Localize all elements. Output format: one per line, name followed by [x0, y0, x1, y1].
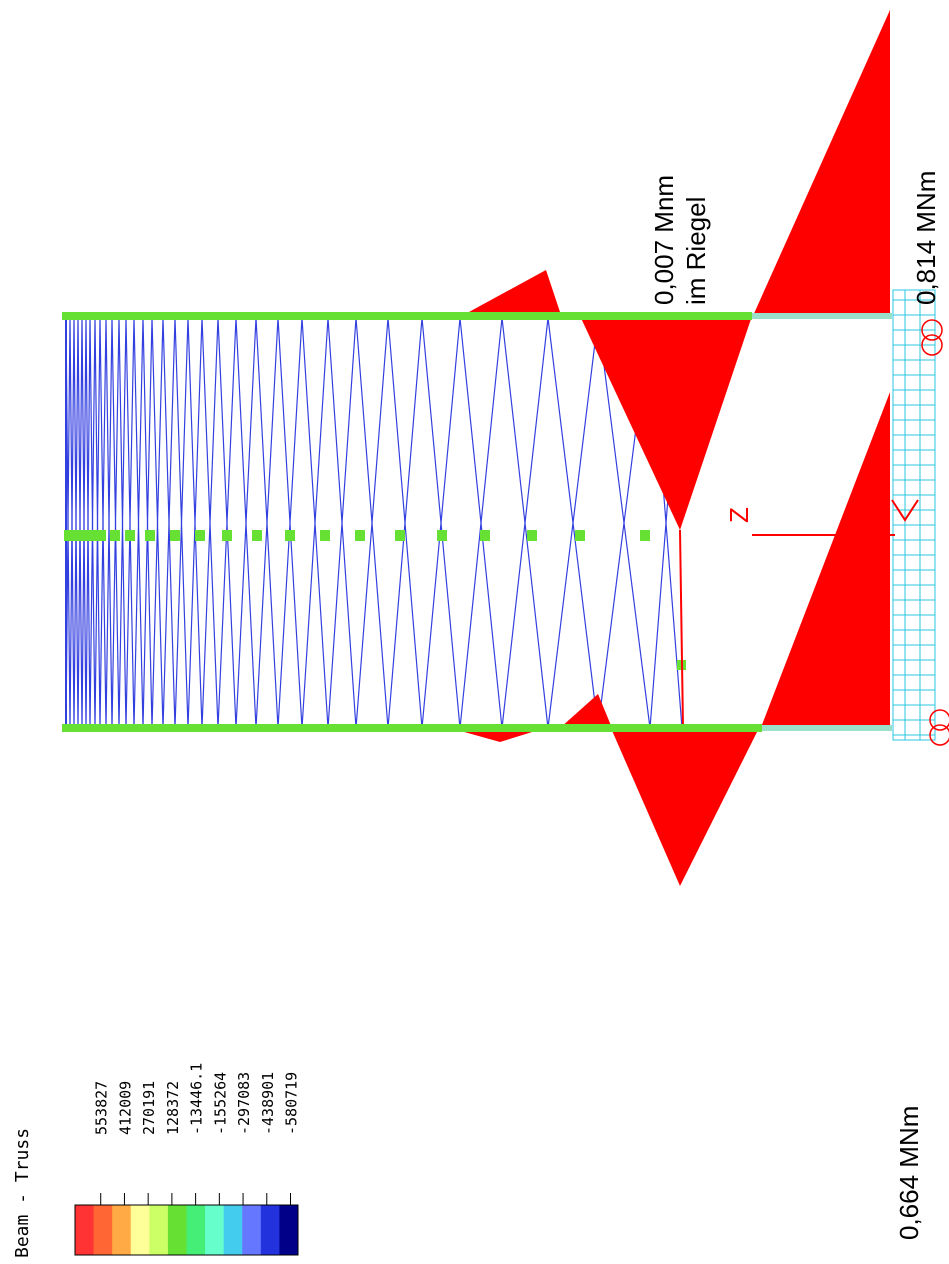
- legend-label: -438901: [259, 1072, 277, 1135]
- node: [110, 530, 120, 541]
- legend-swatch: [149, 1205, 168, 1255]
- node: [480, 530, 490, 541]
- node: [96, 530, 106, 541]
- legend-swatch: [75, 1205, 94, 1255]
- legend-title: Beam - Truss: [12, 1128, 33, 1258]
- legend-label: 412009: [116, 1081, 134, 1135]
- node: [252, 530, 262, 541]
- legend-label: -155264: [211, 1072, 229, 1135]
- axis-label: Z: [724, 507, 754, 523]
- legend-swatch: [94, 1205, 113, 1255]
- legend-label: 270191: [140, 1081, 158, 1135]
- node: [640, 530, 650, 541]
- legend-swatch: [261, 1205, 280, 1255]
- annotation: 0,814 MNm: [911, 171, 941, 305]
- node: [195, 530, 205, 541]
- fem-view: Z 0,007 Mnm im Riegel 0,814 MNm 0,664 MN…: [0, 0, 949, 1264]
- node: [222, 530, 232, 541]
- legend-swatch: [168, 1205, 187, 1255]
- node: [527, 530, 537, 541]
- node: [145, 530, 155, 541]
- legend-label: -13446.1: [188, 1063, 206, 1135]
- legend-swatch: [279, 1205, 298, 1255]
- node: [395, 530, 405, 541]
- node: [437, 530, 447, 541]
- node: [170, 530, 180, 541]
- annotation: 0,007 Mnm: [649, 175, 679, 305]
- legend-swatch: [242, 1205, 261, 1255]
- legend-label: 553827: [93, 1081, 111, 1135]
- node: [285, 530, 295, 541]
- column: [62, 724, 762, 732]
- legend-swatch: [205, 1205, 224, 1255]
- legend-label: 128372: [164, 1081, 182, 1135]
- column-strip: [762, 725, 892, 731]
- annotation: im Riegel: [681, 197, 711, 305]
- column-strip: [752, 313, 892, 319]
- legend-swatch: [131, 1205, 150, 1255]
- legend-label: -297083: [235, 1072, 253, 1135]
- column: [62, 312, 752, 320]
- node: [355, 530, 365, 541]
- node: [320, 530, 330, 541]
- legend-swatch: [112, 1205, 131, 1255]
- node: [575, 530, 585, 541]
- legend-label: -580719: [283, 1072, 301, 1135]
- annotation: 0,664 MNm: [894, 1106, 924, 1240]
- legend-swatch: [187, 1205, 206, 1255]
- node: [125, 530, 135, 541]
- legend-swatch: [224, 1205, 243, 1255]
